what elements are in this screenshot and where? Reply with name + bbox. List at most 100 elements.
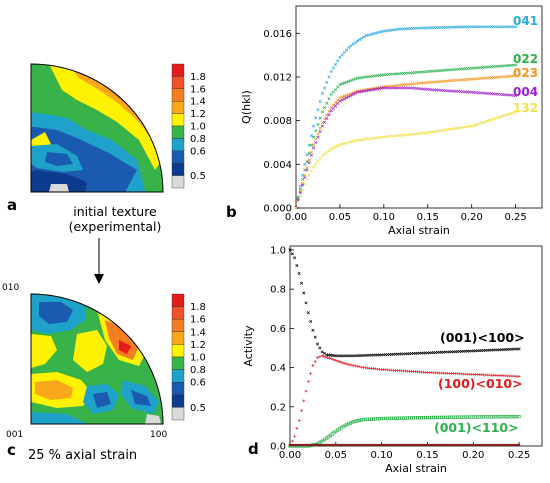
data-point — [503, 113, 507, 118]
data-point — [370, 443, 373, 447]
data-point — [392, 443, 395, 447]
data-point — [453, 415, 457, 419]
series-baseline — [288, 443, 521, 447]
data-point — [505, 113, 509, 117]
data-point — [307, 161, 311, 165]
y-axis-label: Activity — [242, 325, 255, 367]
data-point — [421, 416, 426, 420]
data-point — [479, 415, 483, 419]
pole-figure-initial — [30, 63, 164, 193]
data-point — [397, 416, 402, 420]
data-point — [336, 144, 340, 148]
data-point — [346, 443, 349, 447]
colorbar-swatch — [171, 356, 185, 370]
y-tick-label: 0.2 — [270, 402, 286, 413]
pole-label-010: 010 — [2, 283, 20, 293]
series-label: (100)<010> — [438, 376, 523, 391]
colorbar-swatch — [171, 113, 185, 127]
data-point — [511, 443, 515, 447]
series-label: 023 — [513, 66, 538, 80]
data-point — [429, 415, 434, 420]
arrow-down-icon — [94, 238, 104, 284]
data-point — [442, 443, 445, 447]
y-tick-label: 1.0 — [270, 245, 286, 256]
data-point — [302, 443, 306, 447]
colorbar-tick-label: 1.8 — [190, 72, 206, 83]
data-point — [292, 443, 296, 447]
data-point — [313, 360, 317, 364]
colorbar-tick-label: 1.4 — [190, 97, 206, 108]
colorbar-tick-label: 1.6 — [190, 315, 206, 326]
data-point — [333, 62, 338, 66]
data-point — [356, 419, 360, 423]
data-point — [438, 443, 441, 447]
data-point — [318, 156, 322, 160]
data-point — [331, 358, 335, 361]
data-point — [318, 99, 322, 104]
data-point — [360, 443, 363, 447]
data-point — [400, 443, 403, 447]
data-point — [428, 443, 431, 447]
data-point — [333, 145, 338, 149]
colorbar-tick-label: 1.4 — [190, 327, 206, 338]
colorbar-tick-label: 1.2 — [190, 340, 206, 351]
data-point — [318, 116, 322, 120]
data-point — [497, 443, 501, 447]
series-label: 004 — [513, 85, 538, 99]
data-point — [491, 415, 495, 419]
data-point — [493, 415, 497, 419]
panel-letter-b: b — [226, 203, 237, 221]
data-point — [316, 159, 320, 163]
data-point — [514, 63, 518, 67]
data-point — [488, 443, 491, 447]
pole-label-001: 001 — [6, 430, 24, 440]
data-point — [303, 162, 307, 166]
data-point — [309, 169, 313, 173]
data-point — [507, 112, 511, 116]
data-point — [446, 443, 449, 447]
data-point — [322, 443, 326, 447]
data-point — [352, 443, 355, 447]
colorbar-swatch — [171, 344, 185, 358]
series-041 — [294, 25, 518, 210]
data-point — [290, 252, 294, 256]
data-point — [476, 443, 479, 447]
data-point — [331, 106, 335, 110]
data-point — [320, 443, 324, 447]
data-point — [490, 443, 493, 447]
y-tick-label: 0.8 — [270, 285, 286, 296]
data-point — [327, 109, 331, 113]
data-point — [295, 426, 299, 430]
data-point — [344, 48, 349, 52]
data-point — [355, 364, 359, 368]
data-point — [470, 124, 474, 128]
data-point — [500, 114, 505, 118]
data-point — [426, 443, 429, 447]
data-point — [312, 143, 316, 147]
data-point — [513, 415, 517, 419]
colorbar-tick-label: 0.8 — [190, 134, 206, 145]
x-tick-label: 0.05 — [329, 212, 351, 223]
data-point — [350, 443, 353, 447]
data-point — [393, 416, 398, 420]
data-point — [460, 443, 463, 447]
data-point — [305, 168, 309, 172]
data-point — [304, 301, 308, 305]
data-point — [302, 291, 306, 295]
data-point — [345, 423, 349, 427]
data-point — [463, 415, 467, 419]
plot-frame — [295, 5, 543, 209]
data-point — [517, 443, 521, 447]
data-point — [433, 415, 438, 420]
data-point — [347, 422, 351, 426]
data-point — [309, 134, 313, 138]
data-point — [404, 443, 407, 447]
data-point — [316, 108, 320, 112]
data-point — [344, 96, 349, 100]
data-point — [325, 80, 329, 84]
data-point — [361, 417, 365, 422]
data-point — [449, 415, 453, 419]
y-tick-label: 0.008 — [263, 116, 292, 127]
colorbar-tick-label: 1.8 — [190, 302, 206, 313]
data-point — [358, 38, 362, 42]
